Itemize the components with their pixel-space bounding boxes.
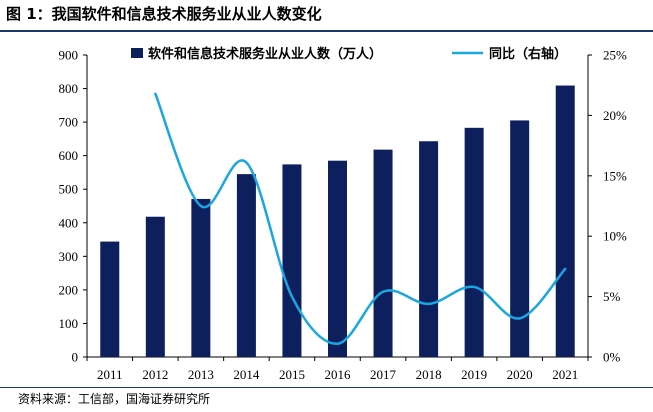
bar — [464, 127, 484, 357]
combo-chart: 0 100 200 300 400 500 600 700 800 900 0% 5% 10% 15% 20… — [59, 46, 628, 382]
y-left-tick-label: 800 — [59, 81, 79, 96]
yoy-point — [336, 342, 339, 345]
yoy-point — [518, 317, 521, 320]
y-left-tick-label: 500 — [59, 182, 79, 197]
x-tick-label: 2013 — [188, 367, 214, 382]
y-left-tick-label: 100 — [59, 316, 79, 331]
y-left-tick-label: 600 — [59, 148, 79, 163]
legend-label-line: 同比（右轴） — [489, 46, 567, 62]
y-right-tick-label: 10% — [603, 229, 627, 244]
yoy-point — [245, 161, 248, 164]
y-left-tick-label: 900 — [59, 48, 79, 63]
bar — [373, 149, 393, 357]
x-tick-label: 2020 — [507, 367, 533, 382]
bar — [282, 164, 302, 357]
yoy-point — [154, 92, 157, 95]
x-tick-label: 2018 — [416, 367, 442, 382]
bar — [510, 120, 530, 357]
bar — [236, 174, 256, 357]
x-tick-label: 2016 — [325, 367, 352, 382]
y-right-tick-label: 5% — [603, 289, 621, 304]
yoy-point — [472, 285, 476, 289]
source-note: 资料来源：工信部，国海证券研究所 — [18, 392, 211, 406]
y-left-tick-label: 300 — [59, 249, 79, 264]
bar — [100, 241, 120, 357]
bar — [328, 160, 347, 357]
x-tick-label: 2011 — [97, 367, 123, 382]
yoy-growth-line — [154, 93, 567, 345]
y-left-tick-label: 700 — [59, 115, 79, 130]
yoy-point — [290, 295, 294, 298]
legend-swatch-bar — [131, 48, 143, 58]
y-left-tick-label: 200 — [59, 282, 79, 297]
yoy-point — [564, 267, 567, 271]
bar — [419, 141, 439, 357]
source-rule — [0, 387, 653, 388]
x-tick-label: 2015 — [279, 367, 305, 382]
x-tick-label: 2014 — [233, 367, 260, 382]
y-right-tick-label: 20% — [603, 108, 627, 123]
y-right-tick-label: 0% — [603, 350, 621, 365]
x-tick-label: 2021 — [552, 367, 578, 382]
title-rule — [0, 30, 653, 32]
yoy-point — [199, 204, 203, 208]
x-tick-label: 2019 — [461, 367, 487, 382]
legend-label-bar: 软件和信息技术服务业从业人数（万人） — [148, 46, 382, 62]
y-right-tick-label: 25% — [603, 48, 627, 63]
bar — [145, 216, 165, 357]
y-left-tick-label: 400 — [59, 215, 79, 230]
bar — [191, 198, 211, 357]
yoy-point — [427, 302, 430, 306]
yoy-point — [381, 290, 385, 293]
y-left-tick-label: 0 — [72, 350, 79, 365]
x-tick-label: 2012 — [142, 367, 168, 382]
y-right-tick-label: 15% — [603, 168, 627, 183]
x-tick-label: 2017 — [370, 367, 397, 382]
bar — [555, 85, 575, 357]
figure-title: 图 1：我国软件和信息技术服务业从业人数变化 — [6, 5, 322, 23]
